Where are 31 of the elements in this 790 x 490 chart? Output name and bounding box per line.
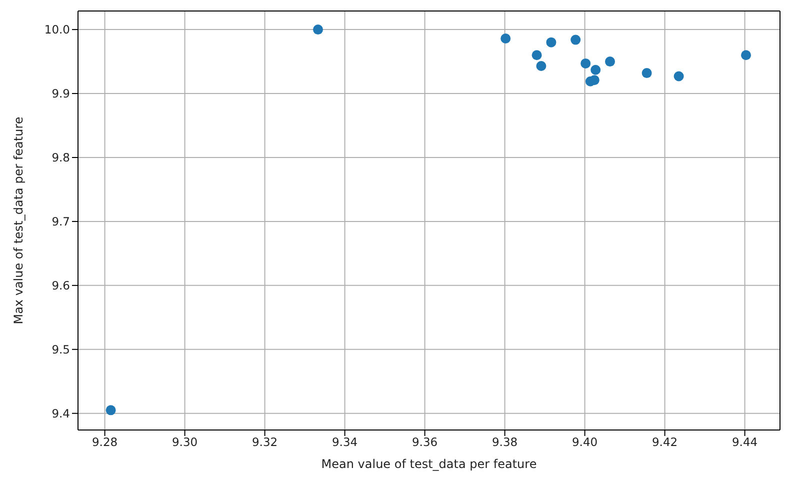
- point: [590, 64, 601, 75]
- x-tick-label: 9.38: [492, 435, 518, 450]
- y-tick-label: 9.5: [52, 342, 70, 356]
- y-tick-label: 9.8: [52, 150, 70, 165]
- point: [546, 37, 556, 48]
- point: [536, 61, 546, 72]
- point: [570, 34, 581, 45]
- point: [642, 68, 652, 78]
- x-axis-title: Mean value of test_data per feature: [321, 457, 537, 471]
- point: [580, 58, 591, 68]
- x-tick-label: 9.32: [252, 435, 278, 450]
- x-tick-label: 9.40: [572, 435, 598, 450]
- y-tick-label: 9.7: [52, 214, 70, 229]
- y-tick-label: 10.0: [44, 22, 70, 37]
- point: [532, 50, 542, 60]
- point: [605, 56, 615, 67]
- x-tick-label: 9.34: [332, 435, 358, 450]
- point: [313, 24, 323, 35]
- x-tick-label: 9.42: [652, 435, 678, 450]
- x-tick-label: 9.30: [172, 435, 198, 450]
- point: [674, 71, 684, 82]
- x-tick-label: 9.36: [412, 435, 438, 450]
- point: [500, 34, 511, 44]
- y-tick-label: 9.4: [52, 406, 70, 420]
- point: [741, 50, 751, 60]
- y-tick-label: 9.6: [52, 278, 70, 293]
- y-axis-title: Max value of test_data per feature: [11, 116, 26, 324]
- x-tick-label: 9.28: [92, 435, 118, 450]
- point: [106, 405, 116, 416]
- x-tick-label: 9.44: [732, 435, 758, 450]
- y-tick-label: 9.9: [52, 86, 70, 101]
